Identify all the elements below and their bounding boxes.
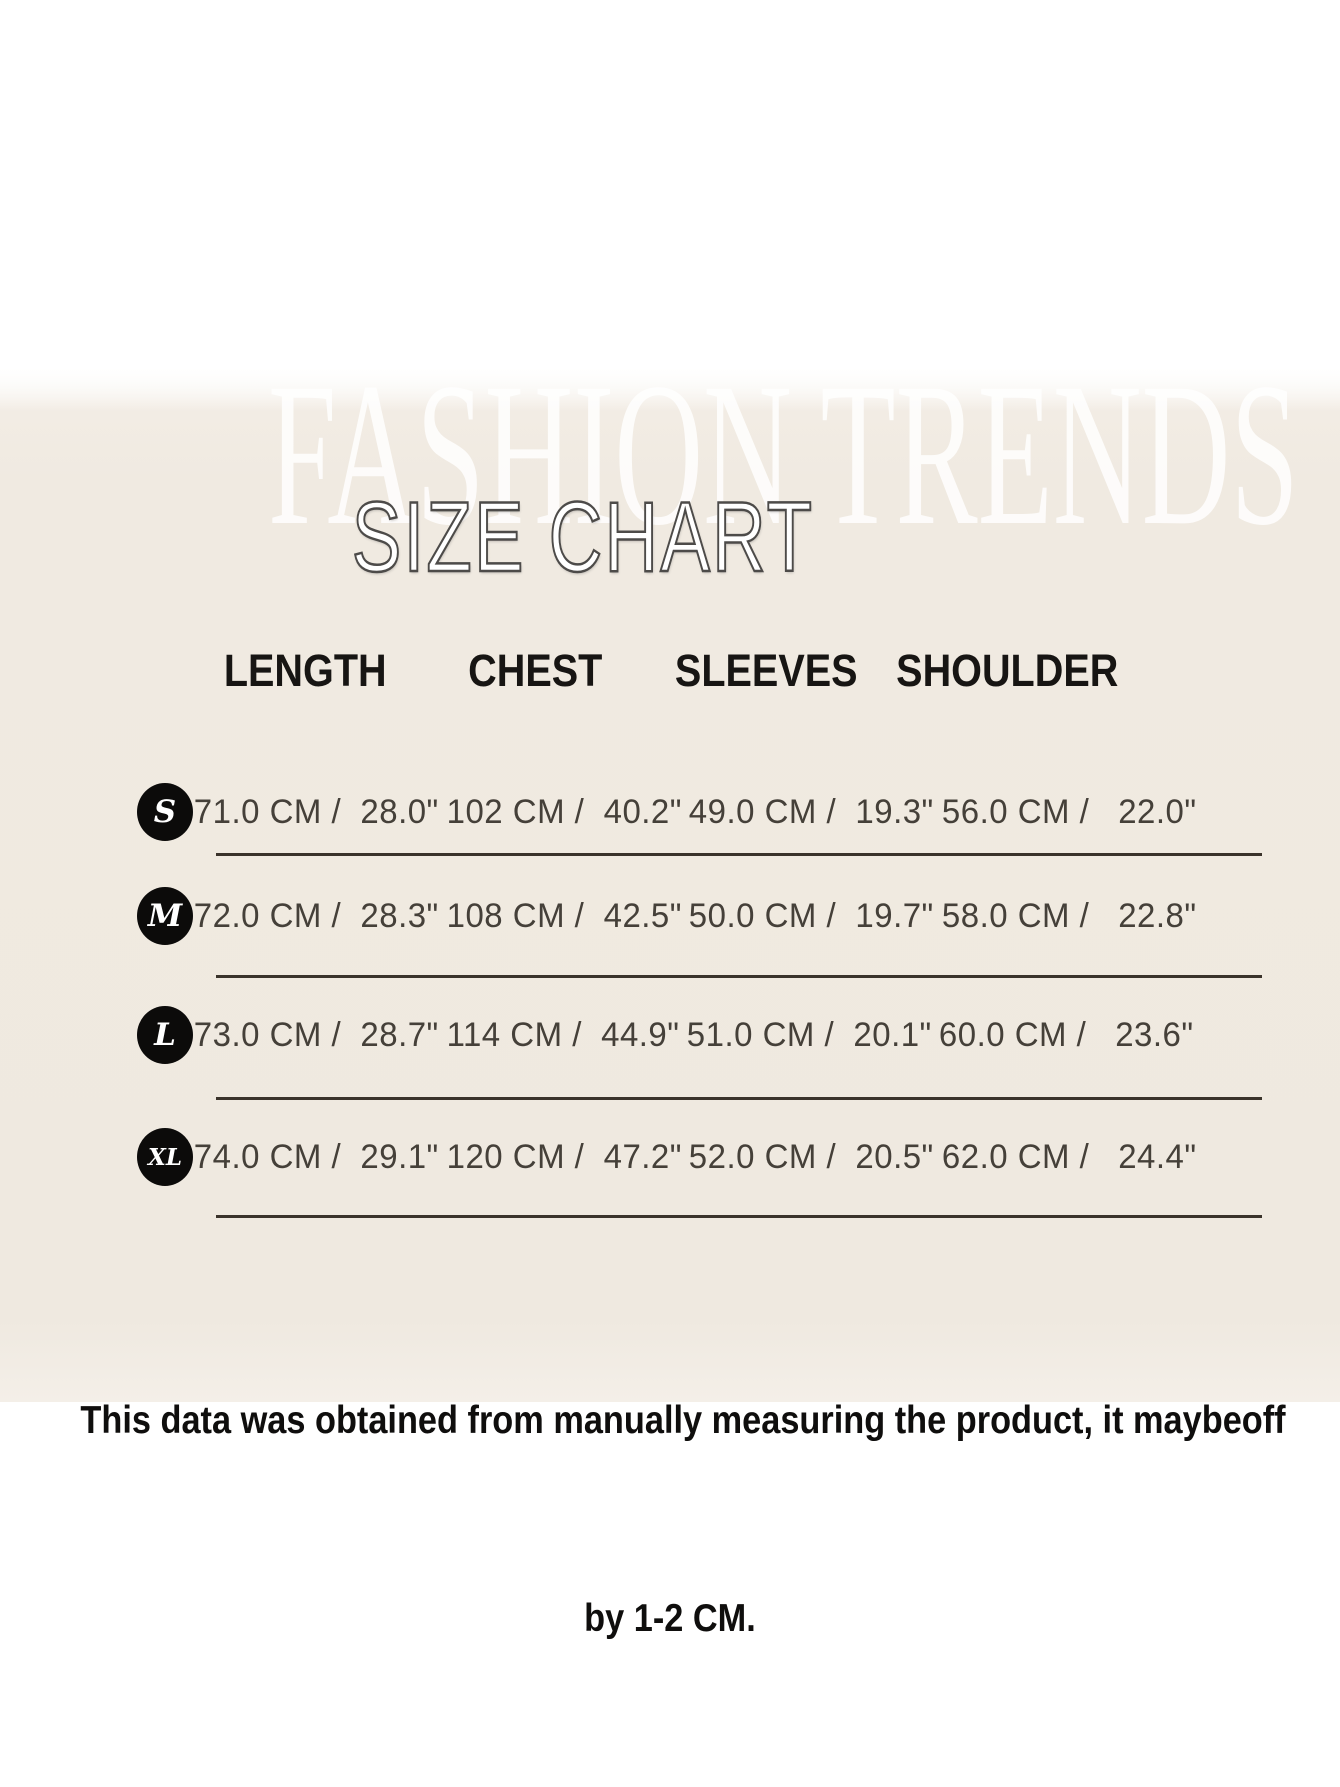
panel-top-fade [0, 362, 1340, 412]
size-badge-m: M [137, 887, 193, 945]
chest-value: 114 CM / 44.9" [446, 1015, 679, 1054]
sleeves-value: 52.0 CM / 20.5" [688, 1137, 934, 1176]
table-header-row: LENGTH CHEST SLEEVES SHOULDER [190, 645, 1134, 697]
table-row-xl: 74.0 CM / 29.1" 120 CM / 47.2" 52.0 CM /… [190, 1125, 1196, 1189]
measurement-note: This data was obtained from manually mea… [80, 1256, 1286, 1784]
shoulder-value: 56.0 CM / 22.0" [941, 792, 1197, 831]
page-title: SIZE CHART [351, 481, 815, 592]
row-divider [216, 1097, 1262, 1100]
table-row-l: 73.0 CM / 28.7" 114 CM / 44.9" 51.0 CM /… [190, 1003, 1193, 1067]
size-badge-l: L [137, 1006, 193, 1064]
length-value: 73.0 CM / 28.7" [193, 1015, 439, 1054]
row-divider [216, 853, 1262, 856]
measurement-note-line2: by 1-2 CM. [584, 1597, 756, 1640]
size-badge-s: S [137, 783, 193, 841]
column-header-chest: CHEST [468, 645, 603, 696]
sleeves-value: 49.0 CM / 19.3" [688, 792, 934, 831]
shoulder-value: 58.0 CM / 22.8" [941, 896, 1197, 935]
measurement-note-line1: This data was obtained from manually mea… [80, 1399, 1286, 1442]
column-header-sleeves: SLEEVES [674, 645, 858, 696]
size-badge-xl: XL [137, 1128, 193, 1186]
table-row-s: 71.0 CM / 28.0" 102 CM / 40.2" 49.0 CM /… [190, 780, 1196, 844]
shoulder-value: 62.0 CM / 24.4" [941, 1137, 1197, 1176]
chest-value: 120 CM / 47.2" [446, 1137, 682, 1176]
length-value: 74.0 CM / 29.1" [193, 1137, 439, 1176]
chest-value: 102 CM / 40.2" [446, 792, 682, 831]
column-header-shoulder: SHOULDER [896, 645, 1119, 696]
length-value: 72.0 CM / 28.3" [193, 896, 439, 935]
column-header-length: LENGTH [223, 645, 387, 696]
row-divider [216, 975, 1262, 978]
sleeves-value: 51.0 CM / 20.1" [686, 1015, 932, 1054]
beige-panel [0, 362, 1340, 1402]
chest-value: 108 CM / 42.5" [446, 896, 682, 935]
length-value: 71.0 CM / 28.0" [193, 792, 439, 831]
shoulder-value: 60.0 CM / 23.6" [939, 1015, 1194, 1054]
row-divider [216, 1215, 1262, 1218]
table-row-m: 72.0 CM / 28.3" 108 CM / 42.5" 50.0 CM /… [190, 884, 1196, 948]
sleeves-value: 50.0 CM / 19.7" [688, 896, 934, 935]
